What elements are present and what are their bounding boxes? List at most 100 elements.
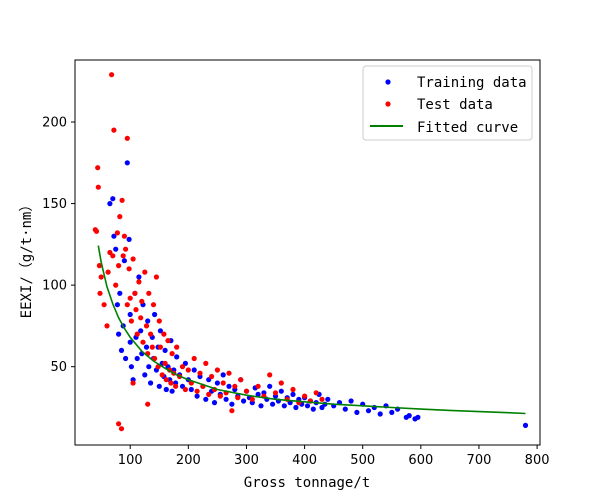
training-point	[156, 383, 162, 389]
training-point	[107, 201, 113, 207]
training-point	[111, 233, 117, 239]
test-point	[121, 233, 127, 239]
training-point	[142, 372, 148, 378]
test-point	[133, 307, 139, 313]
test-point	[124, 135, 130, 141]
training-point	[191, 367, 197, 373]
legend-box	[362, 65, 533, 141]
test-point	[249, 396, 255, 402]
x-tick-label: 600	[408, 453, 433, 468]
training-point	[365, 408, 372, 414]
training-point	[267, 383, 273, 389]
test-point	[182, 386, 188, 393]
training-point	[304, 403, 311, 409]
training-point	[325, 396, 331, 402]
test-point	[136, 279, 142, 285]
test-point	[96, 263, 102, 269]
training-point	[223, 396, 229, 402]
test-point	[113, 282, 119, 288]
training-point	[241, 398, 247, 404]
training-point	[342, 406, 348, 412]
test-point	[206, 391, 212, 397]
test-point	[232, 383, 238, 389]
training-point	[203, 396, 209, 402]
training-point	[134, 355, 140, 362]
test-point	[194, 388, 200, 394]
test-point	[243, 388, 250, 394]
test-point	[97, 290, 103, 296]
test-point	[101, 302, 107, 308]
test-point	[116, 421, 122, 427]
test-point	[132, 290, 138, 296]
test-point	[128, 318, 134, 324]
test-point	[127, 295, 133, 301]
x-axis-ticks: 100 200 300 400 500 600 700 800	[118, 445, 550, 468]
test-point	[134, 331, 140, 337]
training-point	[157, 328, 163, 334]
test-point	[146, 290, 152, 296]
test-point	[220, 380, 226, 386]
training-point	[415, 414, 421, 420]
test-point	[130, 256, 136, 262]
x-tick-label: 800	[525, 453, 550, 468]
training-point	[143, 344, 150, 350]
training-point	[354, 409, 360, 415]
test-point	[238, 377, 244, 383]
test-point	[111, 127, 117, 133]
test-point	[162, 360, 168, 366]
training-point	[123, 355, 129, 362]
test-point	[153, 274, 159, 280]
test-point	[191, 355, 197, 362]
training-point	[188, 386, 194, 393]
training-point	[152, 311, 158, 318]
test-point	[143, 323, 150, 329]
x-tick-label: 200	[176, 453, 201, 468]
training-point	[128, 364, 134, 370]
legend: Training data Test data Fitted curve	[362, 65, 533, 141]
test-point	[120, 253, 126, 259]
axes-frame	[74, 59, 541, 446]
test-point	[217, 393, 223, 399]
test-point	[104, 323, 110, 329]
training-point	[270, 401, 276, 407]
x-tick-label: 700	[467, 453, 492, 468]
test-point	[267, 372, 273, 378]
training-point	[145, 318, 151, 324]
test-point	[174, 344, 180, 350]
y-axis-ticks: 50 100 150 200	[42, 115, 75, 375]
test-point	[313, 390, 319, 396]
training-point	[258, 403, 264, 409]
test-point	[123, 246, 129, 252]
training-point	[211, 400, 218, 406]
test-point	[114, 230, 120, 236]
legend-training-marker	[385, 79, 391, 85]
test-point	[148, 331, 154, 337]
y-tick-label: 100	[42, 279, 67, 294]
test-point	[145, 401, 151, 407]
test-point	[156, 318, 162, 324]
test-point	[150, 302, 157, 308]
test-point	[95, 184, 101, 190]
training-point	[290, 391, 296, 397]
training-point	[124, 160, 130, 166]
test-point	[130, 380, 136, 386]
test-point	[110, 253, 116, 259]
training-point	[163, 386, 169, 393]
test-point	[149, 344, 155, 350]
x-axis-title: Gross tonnage/t	[244, 475, 370, 491]
test-point	[226, 370, 232, 376]
training-point	[226, 383, 232, 389]
training-point	[146, 364, 152, 370]
y-tick-label: 50	[50, 360, 67, 375]
test-point	[168, 380, 174, 386]
training-point	[293, 404, 299, 411]
training-point	[169, 388, 175, 394]
training-point	[229, 401, 235, 407]
legend-training-label: Training data	[417, 75, 527, 91]
x-tick-label: 300	[234, 453, 259, 468]
legend-fit-label: Fitted curve	[417, 120, 518, 136]
training-point	[522, 422, 529, 428]
test-point	[142, 269, 148, 275]
test-point	[109, 72, 115, 78]
y-axis-title: EEXI/（g/t·nm）	[19, 198, 35, 319]
